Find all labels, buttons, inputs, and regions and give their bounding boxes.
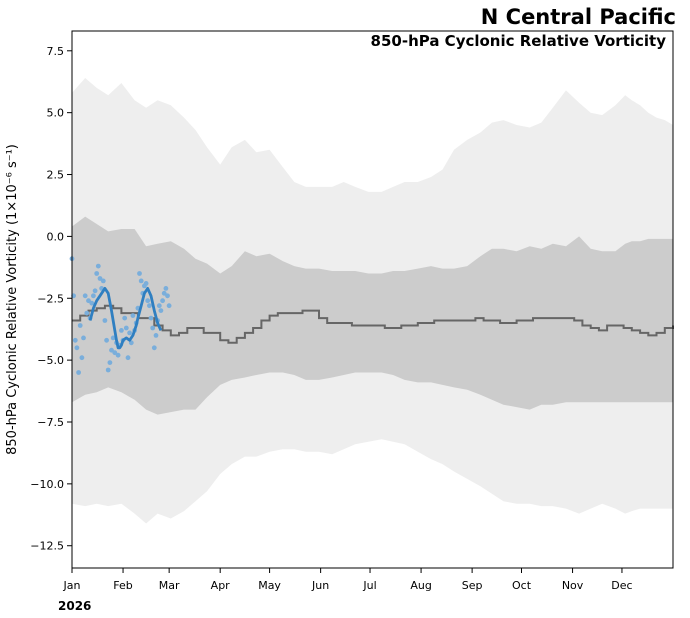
observed-point <box>81 335 86 341</box>
observed-point <box>100 278 106 284</box>
x-tick-label: Nov <box>562 579 584 592</box>
observed-point <box>110 335 116 341</box>
observed-point <box>92 288 98 294</box>
observed-point <box>82 293 88 299</box>
observed-point <box>74 345 80 351</box>
x-tick-label: Dec <box>611 579 632 592</box>
observed-point <box>150 325 156 331</box>
observed-point <box>125 355 131 361</box>
observed-point <box>153 333 159 338</box>
chart-title: N Central Pacific <box>481 5 676 29</box>
bands-layer <box>72 78 673 524</box>
observed-point <box>112 350 118 356</box>
observed-point <box>165 293 170 299</box>
y-axis: 7.5 5.0 2.5 0.0 −2.5 −5.0 −7.5 −10.0 −12.5 <box>30 45 72 553</box>
plot-frame <box>71 30 674 569</box>
observed-point <box>109 347 114 353</box>
x-tick-label: Oct <box>512 579 532 592</box>
observed-point <box>137 271 142 276</box>
inner-percentile-band <box>72 216 673 415</box>
x-tick-label: Sep <box>462 579 483 592</box>
x-tick-label: Mar <box>159 579 180 592</box>
observed-point <box>145 298 151 304</box>
x-tick-label: Feb <box>113 579 132 592</box>
x-tick-label: Jun <box>311 579 329 592</box>
observed-point <box>138 278 144 284</box>
smoothed-observed-line <box>88 287 163 350</box>
observed-point <box>115 352 121 358</box>
observed-point <box>94 271 100 276</box>
y-axis-label: 850-hPa Cyclonic Relative Vorticity (1×1… <box>5 144 20 455</box>
observed-point <box>76 370 81 375</box>
x-tick-label: Apr <box>211 579 231 592</box>
observed-point <box>86 298 91 304</box>
observed-point <box>160 298 166 304</box>
observed-point <box>89 300 95 306</box>
observed-point <box>105 367 111 373</box>
x-tick-label: May <box>258 579 281 592</box>
chart-subtitle: 850-hPa Cyclonic Relative Vorticity <box>371 32 667 50</box>
y-tick-label: −10.0 <box>30 478 64 491</box>
plot-area <box>69 78 674 524</box>
y-tick-label: −5.0 <box>37 354 64 367</box>
observed-point <box>166 303 172 309</box>
x-tick-label: Jul <box>362 579 376 592</box>
observed-point <box>143 281 149 286</box>
observed-point <box>148 315 154 321</box>
observed-point <box>163 286 169 291</box>
observed-point <box>130 313 136 318</box>
observed-point <box>119 328 124 333</box>
y-tick-label: 7.5 <box>47 45 65 58</box>
observed-point <box>84 310 90 316</box>
x-axis: Jan Feb Mar Apr May Jun Jul Aug Sep Oct Nov Dec <box>63 568 633 592</box>
observed-point <box>158 308 164 313</box>
observed-points-layer <box>69 256 172 375</box>
x-tick-label: Aug <box>410 579 431 592</box>
year-label: 2026 <box>58 599 91 613</box>
observed-point <box>77 323 83 328</box>
y-tick-label: −7.5 <box>37 416 64 429</box>
observed-point <box>102 318 108 323</box>
y-tick-label: −12.5 <box>30 540 64 553</box>
y-tick-label: 0.0 <box>47 230 65 243</box>
observed-point <box>122 315 128 321</box>
observed-point <box>104 337 109 343</box>
observed-point <box>161 290 167 296</box>
observed-point <box>107 360 113 365</box>
x-tick-label: Jan <box>63 579 81 592</box>
observed-point <box>97 276 103 281</box>
y-tick-label: 5.0 <box>47 107 65 120</box>
observed-point <box>72 337 78 343</box>
observed-point <box>127 330 132 336</box>
observed-point <box>95 263 101 269</box>
observed-point <box>123 325 129 331</box>
observed-point <box>147 303 152 309</box>
observed-point <box>79 355 85 361</box>
y-tick-label: −2.5 <box>37 292 64 305</box>
y-tick-label: 2.5 <box>47 169 65 182</box>
observed-point <box>151 345 157 351</box>
observed-point <box>91 293 96 299</box>
observed-point <box>156 303 162 309</box>
